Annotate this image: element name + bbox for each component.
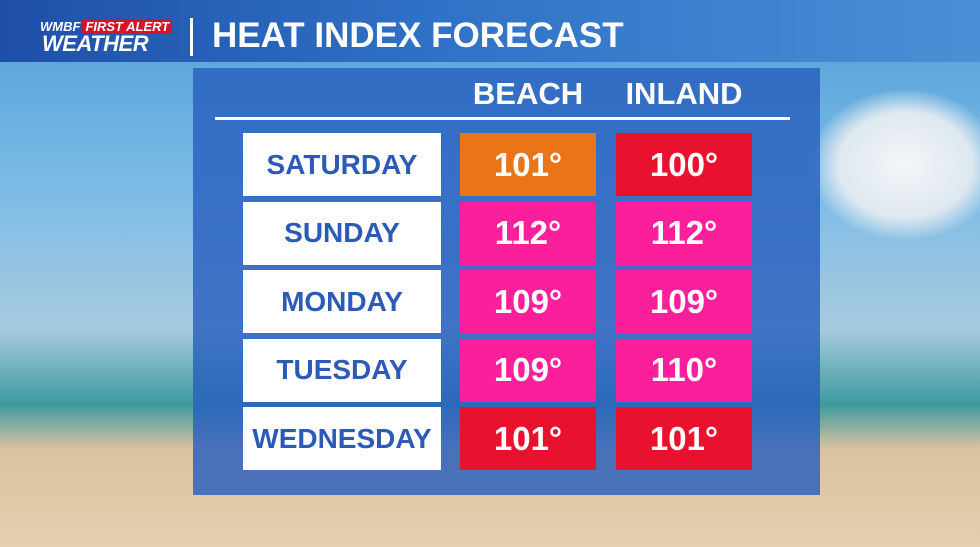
heat-index-cell: 101° [460, 407, 596, 470]
day-label: SATURDAY [243, 133, 441, 196]
top-bar: WMBF FIRST ALERT WEATHER HEAT INDEX FOREC… [0, 0, 980, 62]
column-header: INLAND [625, 76, 743, 111]
heat-index-cell: 109° [616, 270, 752, 333]
logo-brand: WMBF [40, 19, 81, 34]
cloud [810, 90, 980, 240]
heat-index-cell: 101° [460, 133, 596, 196]
logo: WMBF FIRST ALERT [40, 19, 173, 34]
heat-index-cell: 101° [616, 407, 752, 470]
logo-tag: FIRST ALERT [82, 19, 173, 34]
title: HEAT INDEX FORECAST [212, 16, 624, 55]
day-label: MONDAY [243, 270, 441, 333]
day-label: TUESDAY [243, 338, 441, 402]
rule [215, 117, 790, 120]
heat-index-cell: 109° [460, 270, 596, 333]
heat-index-cell: 110° [616, 338, 752, 402]
heat-index-cell: 109° [460, 338, 596, 402]
heat-index-cell: 100° [616, 133, 752, 196]
heat-index-cell: 112° [460, 201, 596, 265]
logo-name: WEATHER [42, 31, 149, 56]
day-label: WEDNESDAY [243, 407, 441, 470]
separator [190, 18, 193, 56]
day-label: SUNDAY [243, 201, 441, 265]
column-header: BEACH [472, 76, 584, 111]
heat-index-cell: 112° [616, 201, 752, 265]
